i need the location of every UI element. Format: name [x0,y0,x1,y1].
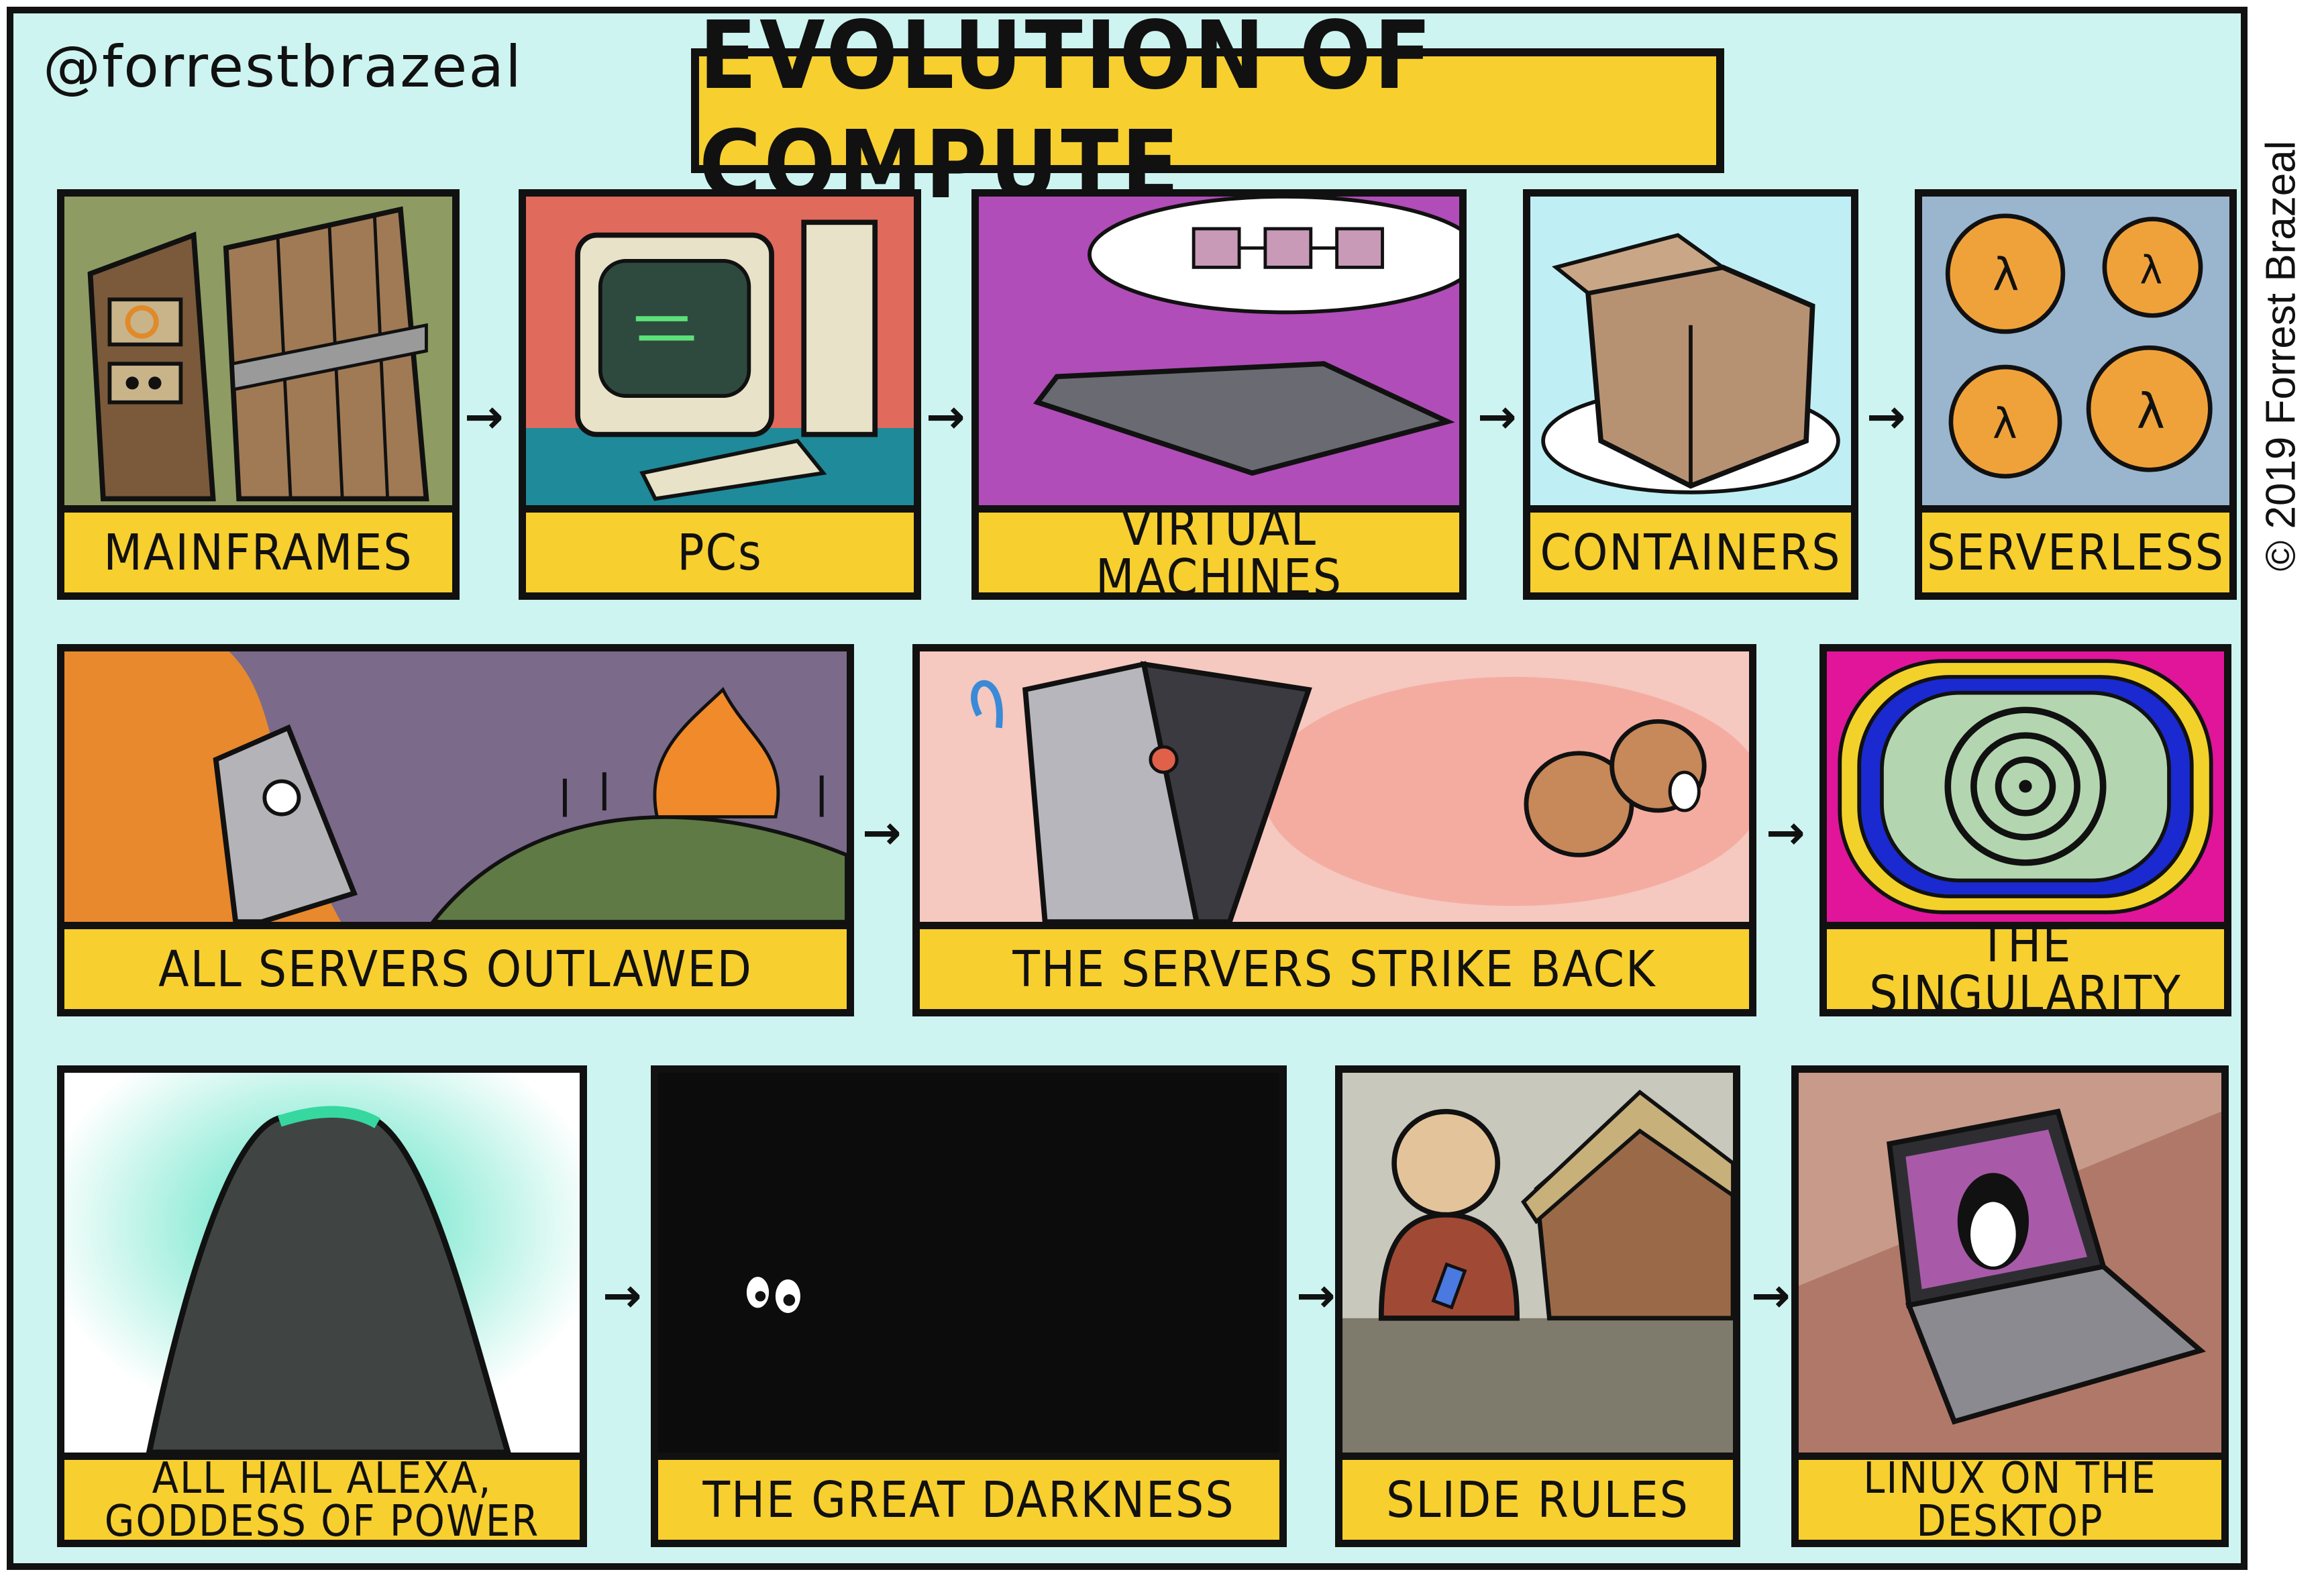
caption-the-singularity: THE SINGULARITY [1827,920,2224,1009]
panel-all-hail-alexa: ALL HAIL ALEXA, GODDESS OF POWER [57,1065,587,1547]
arrow-icon: → [1751,1268,1791,1323]
svg-text:λ: λ [1993,248,2019,301]
panel-servers-strike-back: THE SERVERS STRIKE BACK [912,644,1756,1016]
panel-linux-on-the-desktop: LINUX ON THE DESKTOP [1791,1065,2229,1547]
svg-text:λ: λ [2140,248,2162,293]
alexa-illustration [64,1073,580,1453]
outlawed-illustration [64,651,847,922]
copyright-notice: © 2019 Forrest Brazeal [2241,81,2321,631]
arrow-icon: → [1766,805,1805,860]
author-handle: @forrestbrazeal [43,34,523,101]
panel-mainframes: MAINFRAMES [57,189,460,600]
strike-back-illustration [971,661,1749,922]
comic-title: EVOLUTION OF COMPUTE [699,1,1434,220]
singularity-illustration [1838,659,2213,914]
panel-all-servers-outlawed: ALL SERVERS OUTLAWED [57,644,854,1016]
caption-serverless: SERVERLESS [1922,505,2229,592]
panel-slide-rules: SLIDE RULES [1335,1065,1740,1547]
arrow-icon: → [1477,389,1517,444]
svg-text:λ: λ [2137,383,2165,439]
panel-serverless: λ λ λ λ SERVERLESS [1915,189,2237,600]
caption-all-servers-outlawed: ALL SERVERS OUTLAWED [64,922,847,1009]
caption-slide-rules: SLIDE RULES [1342,1453,1733,1540]
slide-rules-illustration [1342,1090,1733,1453]
copyright-text: © 2019 Forrest Brazeal [2258,140,2305,571]
mainframes-illustration [87,206,429,502]
caption-virtual-machines: VIRTUAL MACHINES [979,503,1459,592]
caption-containers: CONTAINERS [1530,505,1851,592]
darkness-illustration [658,1073,1279,1453]
caption-pcs: PCs [526,505,914,592]
arrow-icon: → [464,389,504,444]
comic-frame: @forrestbrazeal EVOLUTION OF COMPUTE MAI… [7,1,2248,1570]
caption-the-great-darkness: THE GREAT DARKNESS [658,1453,1279,1540]
caption-all-hail-alexa: ALL HAIL ALEXA, GODDESS OF POWER [64,1453,580,1540]
panel-the-great-darkness: THE GREAT DARKNESS [651,1065,1287,1547]
arrow-icon: → [1296,1268,1336,1323]
virtual-machines-illustration [1033,197,1459,476]
svg-text:λ: λ [1993,399,2017,447]
panel-pcs: PCs [519,189,921,600]
caption-linux-on-the-desktop: LINUX ON THE DESKTOP [1799,1453,2221,1540]
caption-servers-strike-back: THE SERVERS STRIKE BACK [920,922,1749,1009]
panel-containers: CONTAINERS [1523,189,1858,600]
arrow-icon: → [602,1268,642,1323]
arrow-icon: → [862,805,902,860]
arrow-icon: → [1866,389,1906,444]
linux-desktop-illustration [1799,1108,2221,1453]
serverless-illustration: λ λ λ λ [1945,213,2213,479]
pcs-illustration [526,219,914,505]
panel-the-singularity: THE SINGULARITY [1819,644,2231,1016]
arrow-icon: → [926,389,965,444]
containers-illustration [1541,233,1840,494]
title-banner: EVOLUTION OF COMPUTE [691,1,1724,220]
panel-virtual-machines: VIRTUAL MACHINES [971,189,1467,600]
caption-mainframes: MAINFRAMES [64,505,452,592]
